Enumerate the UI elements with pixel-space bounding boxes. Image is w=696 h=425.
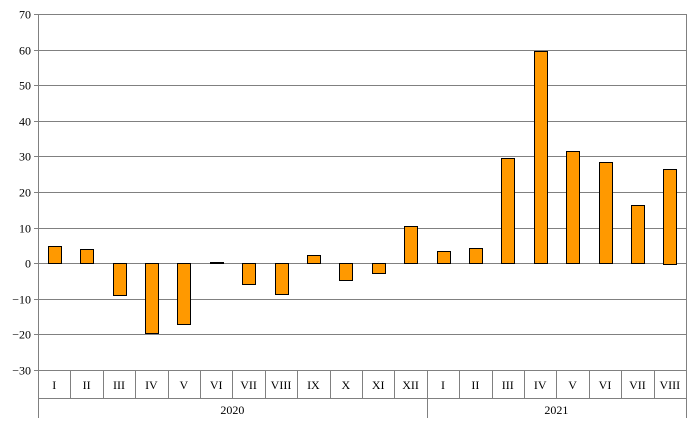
x-tick-label: V <box>179 378 188 392</box>
x-tick-label: VIII <box>271 378 292 392</box>
bar <box>275 263 289 295</box>
x-tick-label: VII <box>629 378 646 392</box>
x-tick-label: III <box>113 378 125 392</box>
bar <box>566 151 580 264</box>
bar <box>404 226 418 264</box>
gridlines <box>34 14 687 371</box>
bar <box>242 263 256 285</box>
y-tick-label: −10 <box>12 293 31 307</box>
x-axis: I II III IV V VI VII VIII IX X XI XII I II III IV V VI VII… <box>38 370 687 418</box>
bar <box>437 251 451 264</box>
bar <box>372 263 386 274</box>
x-tick-label: VI <box>210 378 223 392</box>
x-tick-label: IV <box>145 378 158 392</box>
bar <box>663 169 677 265</box>
x-tick-label: I <box>441 378 445 392</box>
y-tick-label: 20 <box>19 186 31 200</box>
y-tick-label: 10 <box>19 222 31 236</box>
bar <box>599 162 613 264</box>
bar <box>177 263 191 325</box>
bar <box>469 248 483 264</box>
y-tick-label: 0 <box>25 257 31 271</box>
bar <box>501 158 515 264</box>
y-tick-label: 50 <box>19 79 31 93</box>
x-tick-label: XI <box>372 378 385 392</box>
x-tick-label: V <box>568 378 577 392</box>
bar <box>113 263 127 296</box>
x-tick-label: VII <box>240 378 257 392</box>
x-tick-label: IX <box>307 378 320 392</box>
x-tick-label: VIII <box>659 378 680 392</box>
x-tick-label: X <box>341 378 350 392</box>
y-tick-label: −30 <box>12 364 31 378</box>
x-tick-label: IV <box>534 378 547 392</box>
y-tick-label: −20 <box>12 328 31 342</box>
bar <box>534 51 548 264</box>
x-tick-label: II <box>471 378 479 392</box>
y-tick-labels: −30 −20 −10 0 10 20 30 40 50 60 70 <box>12 8 31 378</box>
bar <box>307 255 321 264</box>
y-tick-label: 70 <box>19 8 31 22</box>
x-tick-label: XII <box>402 378 419 392</box>
y-tick-label: 30 <box>19 150 31 164</box>
bars <box>48 51 677 334</box>
y-tick-label: 40 <box>19 115 31 129</box>
group-label: 2021 <box>544 403 568 417</box>
y-tick-label: 60 <box>19 44 31 58</box>
group-label: 2020 <box>220 403 244 417</box>
x-tick-label: III <box>502 378 514 392</box>
bar <box>631 205 645 264</box>
x-tick-label: VI <box>599 378 612 392</box>
bar <box>48 246 62 264</box>
x-tick-label: I <box>52 378 56 392</box>
bar <box>339 263 353 281</box>
bar <box>210 262 224 264</box>
bar <box>145 263 159 334</box>
bar <box>80 249 94 264</box>
x-tick-label: II <box>83 378 91 392</box>
